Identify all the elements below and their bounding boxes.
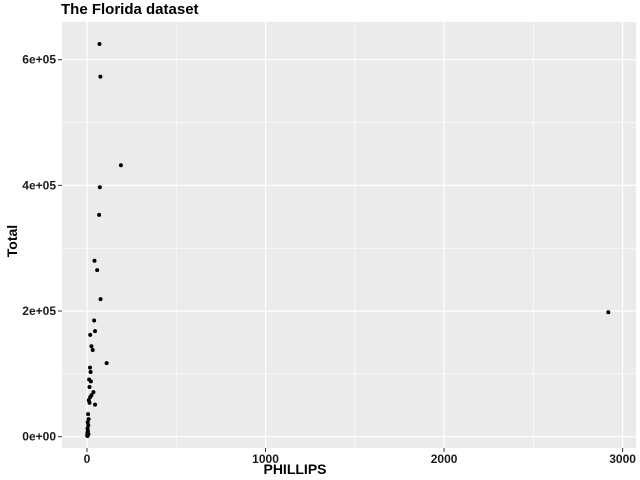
data-point xyxy=(97,41,102,46)
x-axis-ticks: 0 1000 2000 3000 xyxy=(84,448,636,466)
y-axis-ticks: 0e+00 2e+05 4e+05 6e+05 xyxy=(22,53,62,444)
data-point xyxy=(86,412,91,417)
data-point xyxy=(606,310,611,315)
data-point xyxy=(97,212,102,217)
data-point xyxy=(95,268,100,273)
data-point xyxy=(85,434,90,439)
y-tick-label: 6e+05 xyxy=(22,53,56,67)
grid-lines xyxy=(62,22,636,448)
x-tick-label: 0 xyxy=(84,452,91,466)
x-tick-label: 2000 xyxy=(431,452,458,466)
data-point xyxy=(92,258,97,263)
y-tick-label: 4e+05 xyxy=(22,178,56,192)
data-point xyxy=(104,361,109,366)
y-tick-label: 2e+05 xyxy=(22,304,56,318)
y-axis-label-wrap: Total xyxy=(2,225,22,257)
chart-title: The Florida dataset xyxy=(61,1,199,18)
data-point xyxy=(89,344,94,349)
data-point xyxy=(92,318,97,323)
y-axis-label: Total xyxy=(4,224,20,258)
data-point xyxy=(93,402,98,407)
data-point xyxy=(87,385,92,390)
plot-panel xyxy=(62,22,636,448)
x-axis-label: PHILLIPS xyxy=(263,461,327,477)
data-point xyxy=(87,400,92,405)
data-point xyxy=(88,379,93,384)
x-tick-label: 1000 xyxy=(252,452,279,466)
data-point xyxy=(118,163,123,168)
data-point xyxy=(97,185,102,190)
data-points xyxy=(85,41,611,439)
data-point xyxy=(93,329,98,334)
data-point xyxy=(88,395,93,400)
x-tick-label: 3000 xyxy=(609,452,636,466)
data-point xyxy=(90,347,95,352)
data-point xyxy=(86,417,91,422)
data-point xyxy=(88,332,93,337)
data-point xyxy=(86,423,91,428)
y-tick-label: 0e+00 xyxy=(22,430,56,444)
data-point xyxy=(85,420,90,425)
data-point xyxy=(88,369,93,374)
data-point xyxy=(98,297,103,302)
data-point xyxy=(91,390,96,395)
data-point xyxy=(98,74,103,79)
data-point xyxy=(88,365,93,370)
